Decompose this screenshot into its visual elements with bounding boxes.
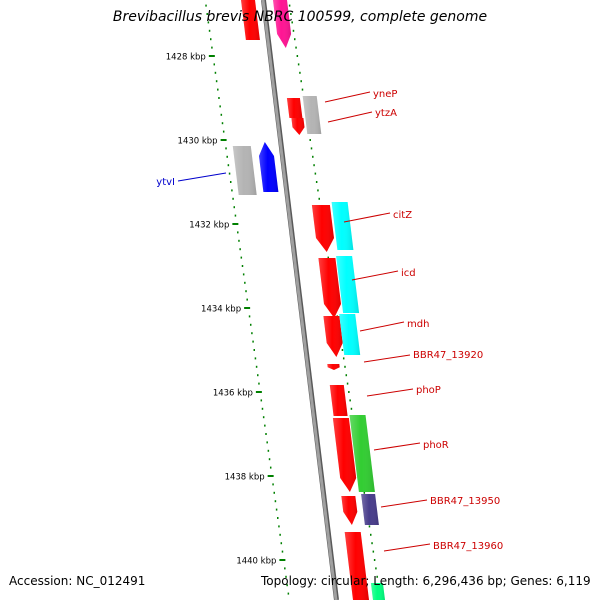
scale-label: 1440 kbp [236, 557, 276, 567]
gene-label: citZ [393, 210, 412, 221]
gene-arrow-shade [331, 202, 354, 250]
gene-arrow-shade [318, 258, 341, 318]
gene-arrow-shade [344, 532, 369, 600]
gene-arrow-shade [323, 316, 343, 357]
label-leader-line [359, 321, 405, 332]
scale-label: 1432 kbp [189, 221, 229, 231]
gene-arrow-shade [259, 142, 279, 192]
gene-arrow-shade [349, 415, 375, 492]
gene-label: BBR47_13920 [413, 350, 483, 361]
gene-arrow-shade [311, 205, 334, 252]
gene-arrow-shade [286, 98, 303, 118]
label-leader-line [366, 388, 414, 397]
scale-label: 1438 kbp [225, 473, 265, 483]
gene-arrow-shade [341, 496, 358, 525]
gene-label: icd [401, 268, 416, 279]
backbone-line [261, 0, 338, 600]
label-leaders [177, 91, 431, 552]
gene-features [232, 0, 385, 600]
label-leader-line [383, 543, 431, 552]
gene-arrow-shade [232, 146, 257, 195]
gene-arrow-shade [302, 96, 322, 134]
label-leader-line [324, 91, 371, 103]
label-leader-line [177, 172, 227, 182]
gene-arrow-shade [329, 385, 348, 416]
gene-arrow-shade [339, 314, 361, 355]
scale-label: 1428 kbp [166, 53, 206, 63]
gene-arrow-shade [273, 0, 292, 48]
gene-label: BBR47_13960 [433, 541, 503, 552]
accession-text: Accession: NC_012491 [9, 574, 146, 588]
label-leader-line [373, 442, 421, 451]
gene-arrow-shade [327, 364, 340, 370]
label-leader-line [343, 212, 391, 223]
label-leader-line [351, 270, 399, 281]
gene-arrow-shade [332, 418, 357, 492]
gene-arrow-shade [291, 118, 305, 135]
gene-arrow-shade [336, 256, 360, 313]
scale-label: 1434 kbp [201, 305, 241, 315]
gene-label: ytvI [156, 177, 175, 188]
scale-label: 1430 kbp [178, 137, 218, 147]
label-leader-line [380, 499, 428, 508]
gene-label: mdh [407, 319, 429, 330]
genome-backbone [261, 0, 339, 600]
gene-labels: yneP ytzA ytvI citZ icd mdh BBR47_13920 phoP pho… [156, 89, 503, 552]
gene-arrow-shade [370, 583, 385, 600]
scale-label: 1436 kbp [213, 389, 253, 399]
gene-arrow-shade [361, 494, 379, 525]
label-leader-line [327, 111, 373, 123]
topology-text: Topology: circular; Length: 6,296,436 bp… [261, 574, 591, 588]
map-title: Brevibacillus brevis NBRC 100599, comple… [112, 9, 488, 25]
label-leader-line [363, 354, 411, 363]
gene-arrow-shade [241, 0, 260, 40]
gene-label: yneP [373, 89, 397, 100]
gene-label: ytzA [375, 108, 397, 119]
gene-label: phoP [416, 385, 441, 396]
gene-label: BBR47_13950 [430, 496, 500, 507]
gene-label: phoR [423, 440, 449, 451]
